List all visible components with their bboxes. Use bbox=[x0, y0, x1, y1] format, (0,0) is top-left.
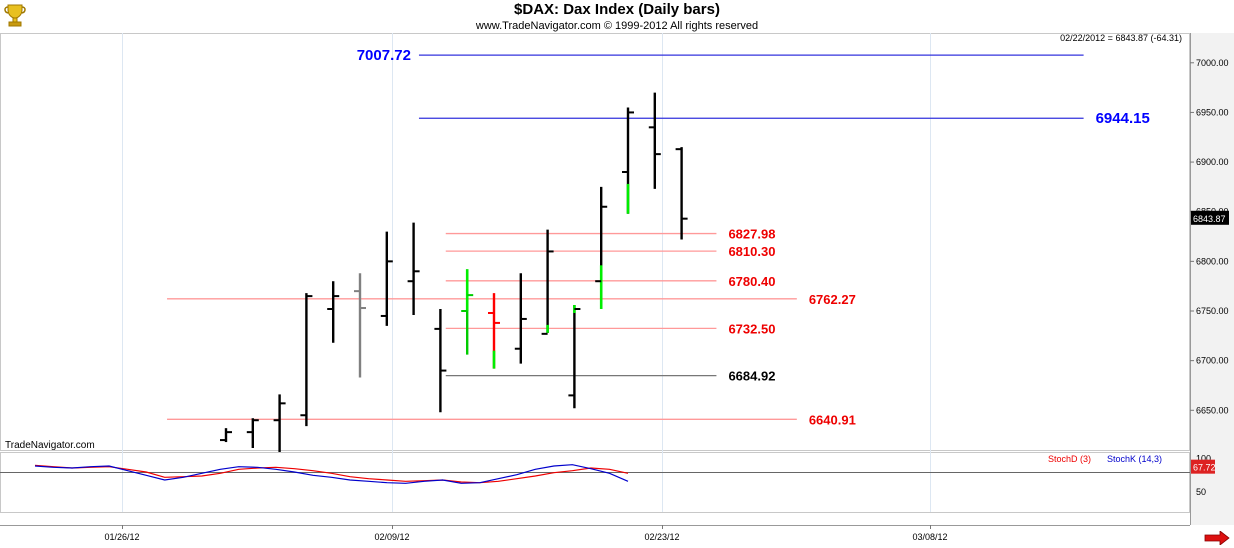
level-label: 6640.91 bbox=[809, 412, 856, 427]
level-label: 6684.92 bbox=[728, 369, 775, 384]
indicator-panel bbox=[0, 452, 1190, 513]
x-tick-label: 01/26/12 bbox=[104, 532, 139, 542]
y-tick-label: 6950.00 bbox=[1196, 107, 1229, 117]
y-tick-label: 6750.00 bbox=[1196, 306, 1229, 316]
chart-subtitle: www.TradeNavigator.com © 1999-2012 All r… bbox=[475, 20, 759, 32]
level-label: 6827.98 bbox=[728, 227, 775, 242]
last-price-tag bbox=[1191, 210, 1229, 225]
level-label: 6944.15 bbox=[1096, 110, 1150, 127]
level-label: 6762.27 bbox=[809, 292, 856, 307]
x-tick-label: 02/09/12 bbox=[374, 532, 409, 542]
red-arrow-right-icon[interactable] bbox=[1204, 531, 1230, 545]
y-tick-label: 6650.00 bbox=[1196, 405, 1229, 415]
y-tick-label: 7000.00 bbox=[1196, 58, 1229, 68]
indicator-last-label: 67.72 bbox=[1193, 463, 1216, 473]
last-price-label: 6843.87 bbox=[1193, 214, 1226, 224]
trophy-icon bbox=[4, 4, 26, 27]
y-tick-label: 6900.00 bbox=[1196, 157, 1229, 167]
chart-title: $DAX: Dax Index (Daily bars) bbox=[514, 1, 720, 18]
y-tick-label: 6800.00 bbox=[1196, 256, 1229, 266]
level-label: 6732.50 bbox=[728, 321, 775, 336]
x-tick-label: 02/23/12 bbox=[644, 532, 679, 542]
x-tick-label: 03/08/12 bbox=[912, 532, 947, 542]
price-axis-background bbox=[1190, 33, 1234, 525]
level-label: 6780.40 bbox=[728, 274, 775, 289]
indicator-legend-stochk: StochK (14,3) bbox=[1107, 454, 1162, 464]
price-readout: 02/22/2012 = 6843.87 (-64.31) bbox=[1060, 33, 1182, 43]
indicator-tick-label: 50 bbox=[1196, 487, 1206, 497]
level-label: 6810.30 bbox=[728, 244, 775, 259]
watermark-text: TradeNavigator.com bbox=[5, 440, 95, 451]
indicator-tick-label: 100 bbox=[1196, 454, 1211, 464]
y-tick-label: 6700.00 bbox=[1196, 356, 1229, 366]
stochk-line bbox=[34, 464, 629, 484]
indicator-last-tag bbox=[1191, 459, 1215, 474]
level-label: 7007.72 bbox=[357, 47, 411, 64]
price-panel bbox=[0, 33, 1190, 451]
stochd-line bbox=[34, 464, 629, 484]
indicator-legend-stochd: StochD (3) bbox=[1048, 454, 1091, 464]
